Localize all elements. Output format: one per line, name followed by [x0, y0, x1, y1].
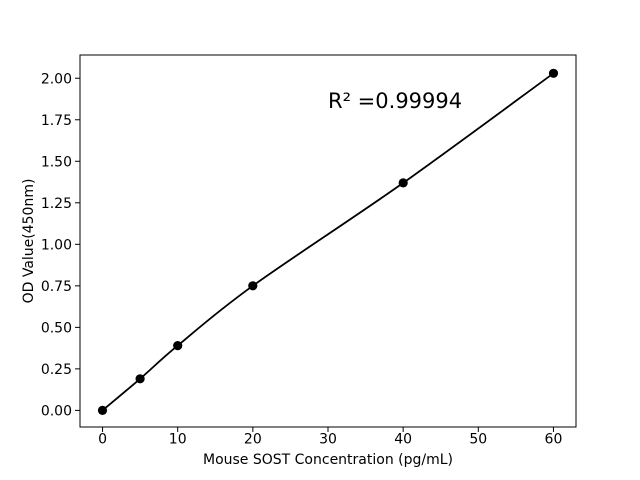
- y-tick-label: 0.25: [41, 362, 72, 378]
- y-tick-label: 1.25: [41, 196, 72, 212]
- y-tick-label: 0.50: [41, 320, 72, 336]
- data-point: [548, 68, 559, 78]
- x-tick-label: 30: [319, 432, 337, 448]
- x-tick-label: 50: [469, 432, 487, 448]
- y-tick-label: 2.00: [41, 71, 72, 87]
- fit-line: [101, 72, 555, 412]
- data-point: [248, 281, 258, 291]
- y-tick-label: 0.75: [41, 279, 72, 295]
- y-tick-label: 1.75: [41, 113, 72, 129]
- y-tick-label: 1.00: [41, 237, 72, 253]
- data-point: [398, 178, 408, 188]
- y-tick-label: 0.00: [41, 403, 72, 419]
- x-tick-label: 60: [545, 432, 563, 448]
- y-tick-label: 1.50: [41, 154, 72, 170]
- data-point: [173, 341, 183, 351]
- x-tick-label: 10: [169, 432, 187, 448]
- r-squared-annotation: R² =0.99994: [328, 89, 462, 113]
- x-tick-label: 40: [394, 432, 412, 448]
- x-axis-label: Mouse SOST Concentration (pg/mL): [203, 452, 453, 468]
- data-point: [135, 374, 145, 384]
- plot-area: 0 10 20 30 40 50 60 0.00 0.25 0.50 0.75 1.00 1.25 1.5…: [41, 54, 577, 448]
- x-tick-label: 0: [98, 432, 107, 448]
- x-tick-label: 20: [244, 432, 262, 448]
- y-axis-label: OD Value(450nm): [21, 179, 37, 304]
- data-point: [97, 405, 108, 415]
